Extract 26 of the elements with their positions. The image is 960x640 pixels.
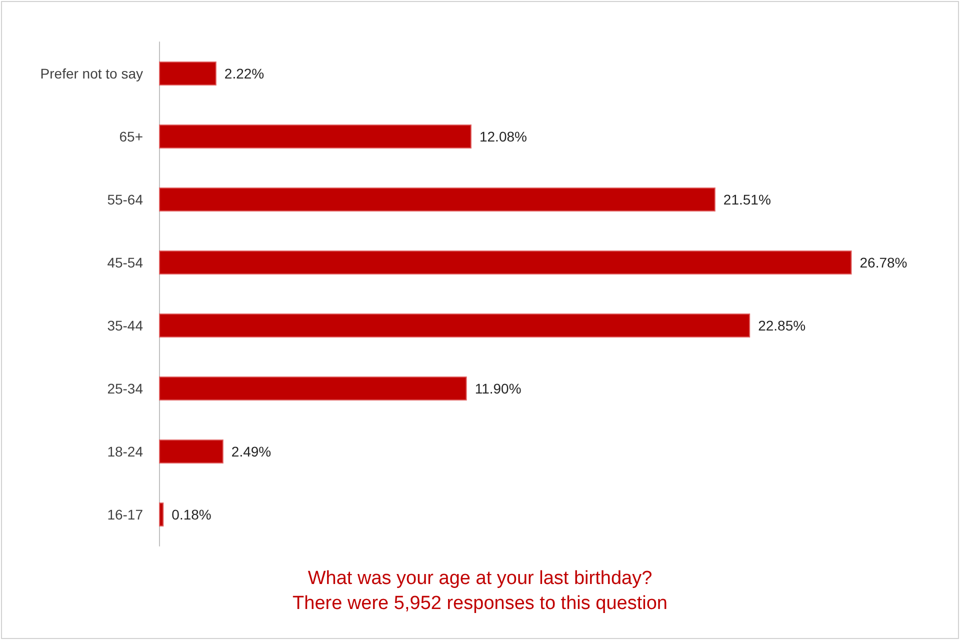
y-tick-label: 55-64 [107, 192, 144, 208]
y-tick-label: 45-54 [107, 254, 144, 270]
bar [159, 502, 164, 526]
data-label: 0.18% [172, 506, 212, 522]
data-label: 12.08% [479, 128, 527, 144]
bar [159, 62, 216, 86]
bar [159, 124, 472, 148]
data-label: 2.22% [224, 66, 264, 82]
bar [159, 188, 716, 212]
data-label: 21.51% [723, 192, 771, 208]
bar [159, 440, 224, 464]
data-label: 26.78% [860, 254, 908, 270]
data-label: 22.85% [758, 318, 806, 334]
data-label: 2.49% [231, 444, 272, 460]
y-tick-label: 65+ [119, 128, 143, 144]
y-tick-label: Prefer not to say [40, 66, 143, 82]
text: What was your age at your last birthday? [308, 568, 652, 589]
y-tick-label: 35-44 [107, 318, 144, 334]
y-tick-label: 18-24 [107, 444, 144, 460]
bar [159, 250, 852, 274]
bar [159, 376, 467, 400]
y-tick-label: 16-17 [107, 506, 144, 522]
bar [159, 314, 750, 338]
y-tick-label: 25-34 [107, 380, 144, 396]
data-label: 11.90% [474, 380, 522, 396]
text: There were 5,952 responses to this question [292, 593, 668, 614]
